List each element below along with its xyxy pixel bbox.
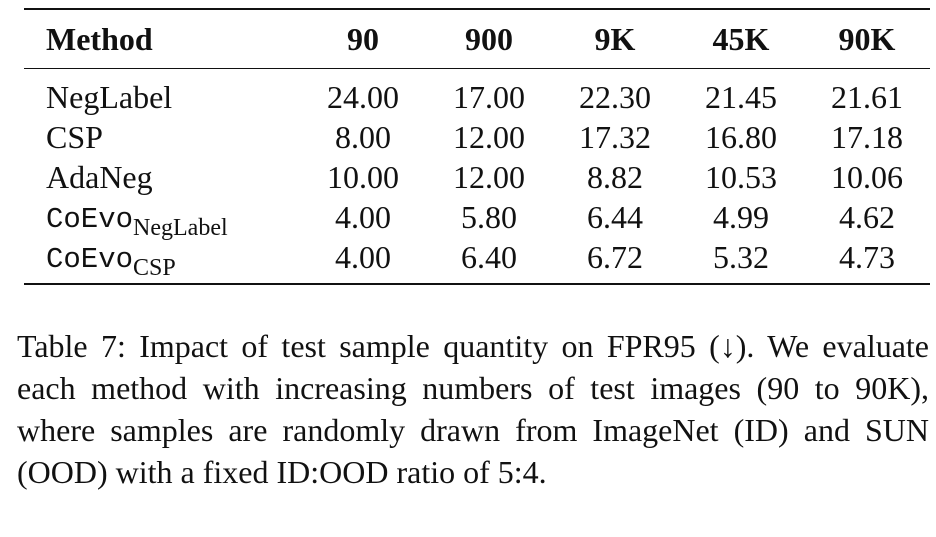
table-cell: 4.00 — [335, 198, 391, 235]
table-caption: Table 7: Impact of test sample quantity … — [17, 328, 929, 490]
table-cell: 16.80 — [705, 118, 777, 155]
table-cell: 21.45 — [705, 78, 777, 115]
header-45k: 45K — [712, 20, 770, 57]
method-subscript: NegLabel — [133, 215, 228, 241]
table-cell: 6.40 — [461, 238, 517, 275]
row-method-name: CoEvoNegLabel — [24, 197, 300, 241]
table-row: CoEvoNegLabel 4.00 5.80 6.44 4.99 4.62 — [24, 197, 930, 242]
method-subscript: CSP — [133, 255, 176, 281]
table-cell: 17.00 — [453, 78, 525, 115]
table-cell: 17.32 — [579, 118, 651, 155]
table-cell: 10.53 — [705, 158, 777, 195]
table-cell: 8.00 — [335, 118, 391, 155]
table-header-row: Method 90 900 9K 45K 90K — [24, 9, 930, 69]
table-cell: 22.30 — [579, 78, 651, 115]
table-cell: 6.44 — [587, 198, 643, 235]
table-row: CoEvoCSP 4.00 6.40 6.72 5.32 4.73 — [24, 237, 930, 284]
table-cell: 10.00 — [327, 158, 399, 195]
table-cell: 10.06 — [831, 158, 903, 195]
table-cell: 17.18 — [831, 118, 903, 155]
row-method-name: CSP — [46, 118, 103, 155]
table-cell: 24.00 — [327, 78, 399, 115]
row-method-name: NegLabel — [46, 78, 173, 115]
table-row: CSP 8.00 12.00 17.32 16.80 17.18 — [24, 117, 930, 157]
table-cell: 12.00 — [453, 158, 525, 195]
header-method: Method — [46, 20, 153, 57]
results-table-container: Method 90 900 9K 45K 90K NegLabel 24.00 … — [24, 8, 930, 285]
table-cell: 4.99 — [713, 198, 769, 235]
method-mono-name: CoEvo — [46, 243, 134, 276]
table-cell: 21.61 — [831, 78, 903, 115]
table-cell: 5.32 — [713, 238, 769, 275]
table-cell: 4.73 — [839, 238, 895, 275]
header-90: 90 — [347, 20, 379, 57]
table-cell: 8.82 — [587, 158, 643, 195]
table-cell: 4.00 — [335, 238, 391, 275]
table-cell: 5.80 — [461, 198, 517, 235]
table-row: NegLabel 24.00 17.00 22.30 21.45 21.61 — [24, 69, 930, 118]
table-row: AdaNeg 10.00 12.00 8.82 10.53 10.06 — [24, 157, 930, 197]
header-900: 900 — [465, 20, 513, 57]
row-method-name: AdaNeg — [46, 158, 153, 195]
method-mono-name: CoEvo — [46, 203, 134, 236]
header-90k: 90K — [838, 20, 896, 57]
results-table: Method 90 900 9K 45K 90K NegLabel 24.00 … — [24, 8, 930, 285]
table-cell: 12.00 — [453, 118, 525, 155]
row-method-name: CoEvoCSP — [24, 237, 300, 284]
table-cell: 4.62 — [839, 198, 895, 235]
header-9k: 9K — [594, 20, 636, 57]
table-cell: 6.72 — [587, 238, 643, 275]
